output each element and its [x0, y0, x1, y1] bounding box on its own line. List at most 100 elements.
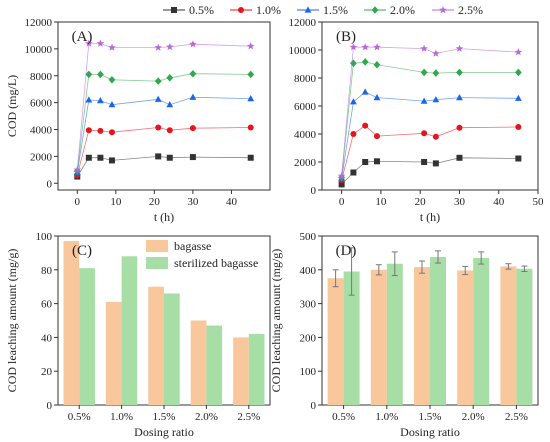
bar [63, 241, 80, 405]
data-point [73, 165, 82, 174]
data-point [85, 96, 93, 103]
data-point [97, 70, 104, 79]
data-point [155, 124, 162, 131]
data-point [432, 160, 439, 167]
data-point [456, 154, 463, 161]
plot-frame [57, 21, 271, 191]
x-axis-label: t (h) [420, 210, 440, 224]
x-axis-label: Dosing ratio [400, 425, 460, 439]
x-tick-label: 10 [110, 196, 122, 208]
top-legend: 0.5% 1.0% 1.5% 2.0% 2.5% [163, 3, 483, 17]
y-tick-label: 500 [300, 231, 317, 243]
x-tick-label: 50 [533, 196, 545, 208]
bar [148, 286, 164, 405]
legend-swatch [146, 240, 168, 252]
data-point [154, 77, 162, 85]
bar [386, 263, 403, 405]
data-point [108, 129, 115, 136]
bar [79, 268, 95, 405]
data-point [97, 97, 104, 104]
data-point [361, 58, 369, 66]
legend-label: 0.5% [189, 3, 214, 17]
data-point [166, 127, 173, 134]
data-point [515, 124, 522, 130]
panel-label: (B) [336, 29, 356, 45]
x-tick-label: 1.0% [110, 411, 133, 423]
bar [248, 334, 265, 405]
bar [430, 256, 446, 405]
data-point [373, 43, 381, 51]
data-point [97, 154, 104, 161]
data-point [350, 169, 357, 176]
x-tick-label: 2.5% [505, 411, 528, 423]
y-tick-label: 6000 [294, 101, 317, 113]
x-tick-label: 10 [375, 196, 387, 208]
data-point [247, 124, 254, 131]
legend-label: sterilized bagasse [174, 256, 258, 270]
data-point [108, 157, 115, 164]
data-point [85, 70, 93, 79]
y-tick-label: 6000 [30, 98, 53, 110]
data-point [455, 44, 464, 52]
data-point [166, 154, 173, 161]
data-point [421, 130, 428, 137]
data-point [420, 97, 428, 104]
y-tick-label: 80 [41, 265, 53, 277]
legend-marker-square [171, 7, 177, 13]
y-tick-label: 10000 [25, 44, 53, 56]
y-tick-label: 0 [47, 178, 53, 190]
data-point [432, 133, 439, 140]
x-tick-label: 1.0% [375, 411, 398, 423]
legend-marker-star [439, 6, 447, 14]
y-axis-label: COD leaching amount (mg/g) [5, 249, 19, 393]
panel-d: 0 100 200 300 400 500 0.5% 1.0% 1.5% 2.0% 2.5% (D) D… [269, 231, 539, 439]
data-point [247, 95, 255, 102]
series-line [76, 43, 251, 170]
legend-marker-circle [238, 7, 244, 13]
data-point [189, 40, 197, 48]
x-tick-label: 40 [493, 196, 505, 208]
y-tick-label: 0 [47, 400, 53, 412]
data-point [97, 127, 104, 134]
bar [327, 278, 344, 405]
bar [121, 256, 138, 405]
y-tick-label: 0 [311, 400, 317, 412]
data-point [349, 43, 358, 51]
data-point [155, 153, 162, 160]
bar [233, 337, 249, 405]
x-tick-label: 0.5% [68, 411, 91, 423]
y-tick-label: 12000 [25, 17, 53, 29]
data-point [166, 101, 174, 108]
panel-b: 0 10 20 30 40 50 0 2000 4000 6000 8000 10000 12000 (B… [289, 17, 545, 224]
data-point [514, 94, 522, 101]
x-tick-label: 2.0% [462, 411, 485, 423]
x-tick-label: 1.5% [419, 411, 442, 423]
y-axis-label: COD leaching amount (mg/g) [269, 249, 283, 393]
legend-label: 1.5% [323, 3, 348, 17]
y-tick-label: 60 [41, 299, 53, 311]
legend-marker-triangle [304, 6, 312, 13]
data-point [432, 96, 440, 103]
data-point [189, 125, 196, 132]
panel-label: (C) [72, 243, 92, 259]
data-point [350, 98, 357, 105]
y-axis-label: COD (mg/L) [5, 75, 19, 137]
y-tick-label: 12000 [289, 17, 317, 29]
data-point [85, 39, 93, 47]
x-tick-label: 0.5% [332, 411, 355, 423]
y-tick-label: 10000 [289, 45, 317, 57]
series-line [341, 91, 519, 179]
data-point [189, 69, 197, 78]
x-tick-label: 20 [415, 196, 427, 208]
y-tick-label: 4000 [294, 129, 317, 141]
legend-label: 2.0% [390, 3, 415, 17]
legend-label: 1.0% [256, 3, 281, 17]
y-tick-label: 300 [300, 299, 317, 311]
data-point [456, 124, 463, 131]
x-tick-label: 40 [226, 196, 238, 208]
series-line [341, 125, 519, 181]
data-point [350, 59, 357, 68]
y-tick-label: 100 [300, 366, 317, 378]
data-point [108, 101, 116, 108]
data-point [421, 159, 428, 165]
